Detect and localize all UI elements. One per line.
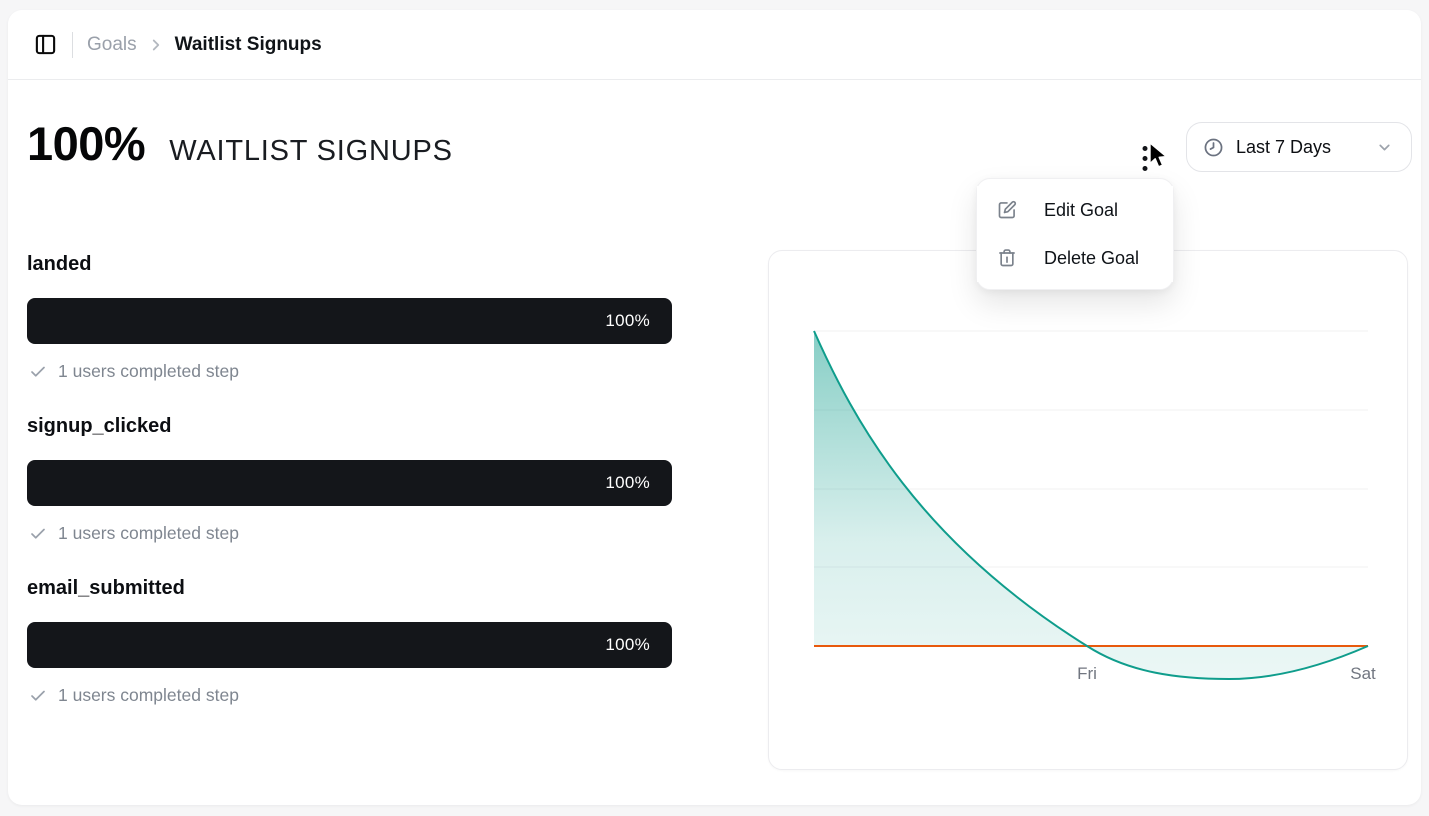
funnel-step-name: landed	[27, 253, 92, 275]
menu-item-label: Delete Goal	[1044, 247, 1140, 268]
funnel-step-bar: 100%	[27, 460, 672, 506]
goal-percent: 100%	[27, 117, 146, 170]
area-series-fill	[814, 331, 1368, 679]
funnel-step-caption-text: 1 users completed step	[58, 685, 239, 705]
x-axis-tick-sat: Sat	[1350, 664, 1376, 683]
goal-headline: 100% WAITLIST SIGNUPS	[27, 116, 453, 171]
sidebar-toggle-button[interactable]	[28, 28, 62, 62]
check-icon	[29, 525, 47, 543]
breadcrumb-current: Waitlist Signups	[174, 33, 322, 55]
square-pen-icon	[997, 200, 1017, 220]
funnel-step-percent: 100%	[605, 473, 650, 492]
area-series-line	[813, 330, 1369, 681]
page-title: WAITLIST SIGNUPS	[169, 135, 453, 167]
edit-goal-menu-item[interactable]: Edit Goal	[977, 186, 1173, 234]
funnel-step-bar: 100%	[27, 298, 672, 344]
more-options-button[interactable]	[1134, 136, 1170, 180]
funnel-step-caption-text: 1 users completed step	[58, 361, 239, 381]
clock-icon	[1203, 137, 1224, 158]
funnel-step-percent: 100%	[605, 311, 650, 330]
breadcrumb-goals-link[interactable]: Goals	[87, 33, 137, 55]
goal-context-menu: Edit Goal Delete Goal	[976, 178, 1174, 290]
x-axis-tick-fri: Fri	[1077, 664, 1097, 683]
trash-icon	[997, 248, 1017, 268]
chevron-right-icon	[147, 36, 165, 54]
trend-area-chart: Fri Sat	[813, 330, 1376, 683]
kebab-dots-icon	[1142, 146, 1148, 171]
topbar-divider	[72, 31, 73, 58]
date-range-label: Last 7 Days	[1236, 136, 1332, 157]
funnel-step-percent: 100%	[605, 635, 650, 654]
menu-item-label: Edit Goal	[1044, 199, 1119, 220]
panel-left-icon	[34, 33, 57, 56]
funnel-step-caption-text: 1 users completed step	[58, 523, 239, 543]
funnel-step-bar: 100%	[27, 622, 672, 668]
check-icon	[29, 363, 47, 381]
date-range-dropdown[interactable]: Last 7 Days	[1186, 122, 1412, 172]
check-icon	[29, 687, 47, 705]
funnel-step-name: signup_clicked	[27, 415, 172, 437]
goal-trend-chart-card: Fri Sat	[768, 250, 1408, 770]
delete-goal-menu-item[interactable]: Delete Goal	[977, 234, 1173, 282]
chevron-down-icon	[1376, 139, 1393, 156]
funnel-step-caption: 1 users completed step	[29, 523, 239, 544]
funnel-step-caption: 1 users completed step	[29, 685, 239, 706]
top-bar: Goals Waitlist Signups	[8, 10, 1421, 80]
funnel-step-caption: 1 users completed step	[29, 361, 239, 382]
main-window: Goals Waitlist Signups 100% WAITLIST SIG…	[8, 10, 1421, 805]
funnel-step-name: email_submitted	[27, 577, 185, 599]
